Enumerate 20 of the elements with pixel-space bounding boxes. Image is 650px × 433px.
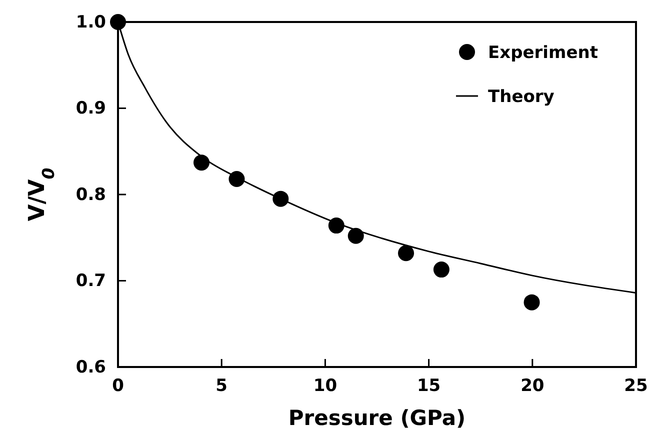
- x-tick-label: 10: [313, 376, 338, 396]
- point: [348, 228, 364, 244]
- x-tick-label: 25: [624, 376, 648, 396]
- point: [433, 262, 450, 278]
- x-tick-label: 5: [216, 376, 228, 396]
- legend-label: Theory: [488, 87, 554, 107]
- x-tick-label: 0: [112, 376, 124, 396]
- point: [524, 294, 540, 310]
- x-axis-title: Pressure (GPa): [288, 406, 466, 430]
- legend-label: Experiment: [488, 43, 598, 63]
- x-tick-label: 20: [520, 376, 544, 396]
- x-tick-label: 15: [416, 376, 441, 396]
- point: [194, 154, 210, 171]
- y-tick-label: 0.9: [76, 98, 106, 119]
- y-tick-label: 0.6: [76, 357, 106, 378]
- point: [110, 14, 126, 30]
- y-tick-label: 0.8: [76, 184, 106, 205]
- point: [398, 245, 414, 262]
- y-tick-label: 0.7: [76, 271, 106, 292]
- y-tick-label: 1.0: [76, 12, 106, 32]
